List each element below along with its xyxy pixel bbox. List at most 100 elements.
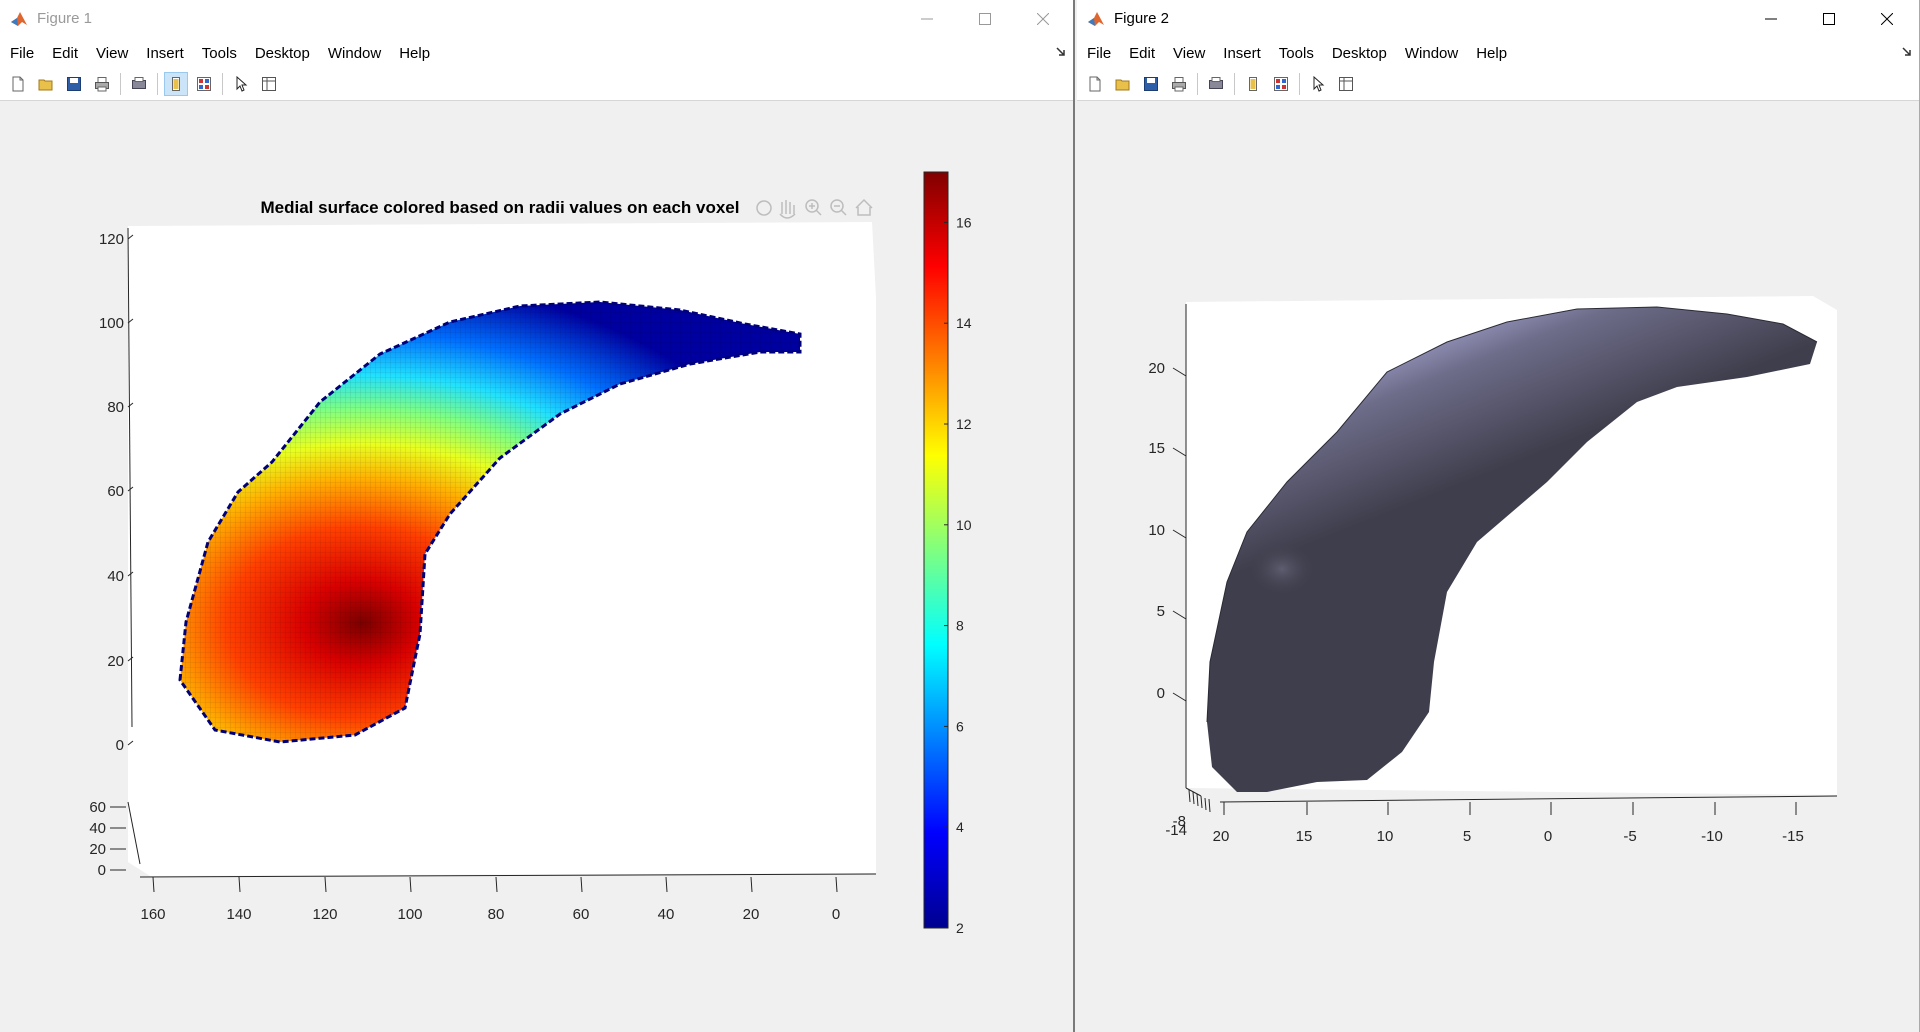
z-tick-label: 0: [98, 862, 106, 879]
pan-icon[interactable]: [779, 200, 796, 219]
figure-1-canvas: Medial surface colored based on radii va…: [0, 102, 1073, 1032]
y-tick-label-mark: [127, 318, 134, 324]
print-preview-icon: [132, 77, 146, 89]
menu-help[interactable]: Help: [399, 44, 431, 62]
y-tick-label: 120: [99, 231, 124, 248]
z-tick-label: 20: [1148, 360, 1165, 377]
menu-file[interactable]: File: [10, 44, 35, 62]
y-tick-label: -14: [1165, 822, 1187, 839]
menu-desktop[interactable]: Desktop: [1331, 44, 1387, 62]
y-tick-label: 20: [107, 653, 124, 670]
print-preview-icon: [1209, 77, 1223, 89]
minimize-button[interactable]: [1742, 0, 1800, 38]
x-tick-label: 20: [743, 906, 760, 923]
menu-insert[interactable]: Insert: [1223, 44, 1261, 62]
x-tick-label: 40: [658, 906, 675, 923]
colorbar-tick-label: 8: [956, 618, 964, 634]
edit-plot-button[interactable]: [229, 72, 253, 96]
menu-help[interactable]: Help: [1476, 44, 1508, 62]
close-button[interactable]: [1858, 0, 1916, 38]
z-tick-label-mark: [1172, 447, 1187, 457]
minimize-button[interactable]: [898, 0, 956, 38]
dock-figure-button[interactable]: [1241, 72, 1265, 96]
menu-view[interactable]: View: [96, 44, 129, 62]
y-tick-label: -8: [1173, 813, 1186, 830]
window-title: Figure 2: [1114, 10, 1170, 27]
3d-surface[interactable]: [1207, 307, 1817, 792]
save-button[interactable]: [1139, 72, 1163, 96]
menu-tools[interactable]: Tools: [201, 44, 237, 62]
y-tick-label: 60: [107, 483, 124, 500]
open-file-icon: [38, 79, 53, 91]
menu-desktop[interactable]: Desktop: [254, 44, 310, 62]
y-tick-label-mark: [127, 656, 134, 662]
colorbar-tick-label: 6: [956, 718, 964, 734]
y-tick-label-mark: [127, 402, 134, 408]
new-figure-button[interactable]: [6, 72, 30, 96]
x-tick-label: 0: [1544, 828, 1552, 845]
y-tick-label-mark: [127, 571, 134, 577]
x-tick-label: -5: [1623, 828, 1636, 845]
property-editor-button[interactable]: [1269, 72, 1293, 96]
rotate-icon[interactable]: [756, 200, 772, 216]
minimize-icon: [1765, 18, 1777, 20]
menu-file[interactable]: File: [1087, 44, 1112, 62]
zoom-in-icon[interactable]: [805, 199, 822, 216]
menu-view[interactable]: View: [1173, 44, 1206, 62]
x-tick-label-mark: [835, 876, 838, 893]
menu-edit[interactable]: Edit: [1129, 44, 1156, 62]
dock-figure-button[interactable]: [164, 72, 188, 96]
y-tick-label: 40: [107, 568, 124, 585]
undock-arrow-icon[interactable]: [1055, 46, 1067, 58]
x-tick-label: 100: [397, 906, 422, 923]
x-tick-label-mark: [409, 876, 412, 893]
menu-window[interactable]: Window: [327, 44, 382, 62]
plot-browser-button[interactable]: [1334, 72, 1358, 96]
edit-plot-button[interactable]: [1306, 72, 1330, 96]
x-tick-label: 120: [312, 906, 337, 923]
print-icon: [1172, 77, 1186, 92]
print-button[interactable]: [90, 72, 114, 96]
close-icon: [1881, 13, 1893, 25]
dock-figure-icon: [1249, 77, 1257, 91]
open-file-icon: [1115, 79, 1130, 91]
close-button[interactable]: [1014, 0, 1072, 38]
x-tick-label: 60: [573, 906, 590, 923]
print-preview-button[interactable]: [1204, 72, 1228, 96]
z-tick-label: 60: [89, 799, 106, 816]
edit-plot-icon: [1313, 76, 1325, 92]
figure-toolbar: [0, 68, 1073, 101]
z-tick-label: 40: [89, 820, 106, 837]
save-button[interactable]: [62, 72, 86, 96]
menu-window[interactable]: Window: [1404, 44, 1459, 62]
maximize-icon: [979, 13, 991, 25]
axes-toolbar: [756, 198, 873, 219]
print-button[interactable]: [1167, 72, 1191, 96]
new-figure-button[interactable]: [1083, 72, 1107, 96]
menu-tools[interactable]: Tools: [1278, 44, 1314, 62]
edit-plot-icon: [236, 76, 248, 92]
undock-arrow-icon[interactable]: [1901, 46, 1913, 58]
z-tick-label-mark: [1172, 367, 1187, 377]
figure-1-window: Figure 1 File Edit View Insert Tools Des…: [0, 0, 1075, 1032]
print-preview-button[interactable]: [127, 72, 151, 96]
maximize-button[interactable]: [1800, 0, 1858, 38]
maximize-button[interactable]: [956, 0, 1014, 38]
x-tick-label-mark: [152, 876, 155, 893]
colorbar[interactable]: [923, 171, 949, 929]
menu-edit[interactable]: Edit: [52, 44, 79, 62]
property-editor-button[interactable]: [192, 72, 216, 96]
home-icon[interactable]: [855, 198, 873, 216]
x-tick-label: 140: [226, 906, 251, 923]
open-file-button[interactable]: [1111, 72, 1135, 96]
save-icon: [67, 77, 81, 91]
open-file-button[interactable]: [34, 72, 58, 96]
x-tick-label-mark: [238, 876, 241, 893]
z-tick-label: 5: [1157, 603, 1165, 620]
menu-insert[interactable]: Insert: [146, 44, 184, 62]
x-tick-label-mark: [665, 876, 668, 893]
print-icon: [95, 77, 109, 92]
zoom-out-icon[interactable]: [830, 199, 847, 216]
x-tick-label: -15: [1782, 828, 1804, 845]
plot-browser-button[interactable]: [257, 72, 281, 96]
